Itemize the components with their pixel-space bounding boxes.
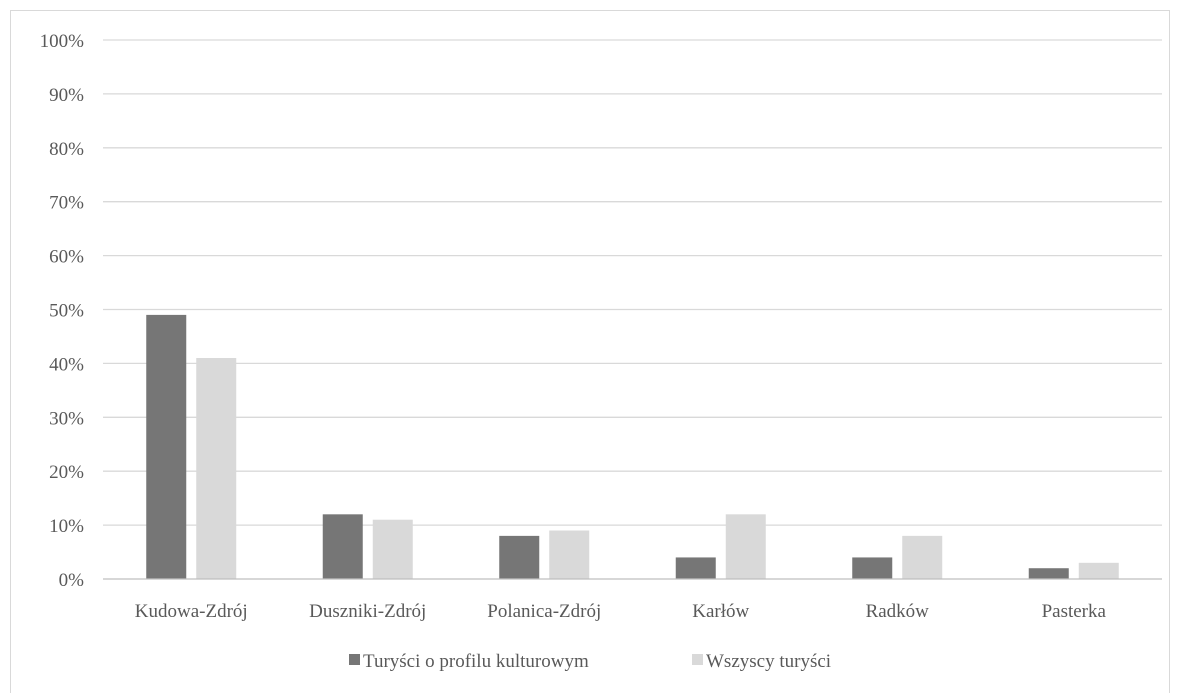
y-tick-label: 90% (49, 85, 84, 106)
legend: Turyści o profilu kulturowym Wszyscy tury… (349, 651, 831, 672)
x-axis-category-labels: Kudowa-Zdrój Duszniki-Zdrój Polanica-Zdrój… (135, 601, 1107, 622)
bar-cultural-tourists (675, 557, 716, 579)
y-axis-tick-labels: 0% 10% 20% 30% 40% 50% 60% 70% 80% 90% 100% (40, 31, 85, 591)
bar-all-tourists (1078, 562, 1119, 579)
gridlines (103, 39, 1162, 526)
bar-cultural-tourists (852, 557, 893, 579)
x-category-label: Pasterka (1042, 601, 1107, 622)
bars (146, 314, 1119, 579)
y-tick-label: 70% (49, 193, 84, 214)
x-category-label: Radków (866, 601, 930, 622)
x-category-label: Karłów (692, 601, 749, 622)
x-category-label: Kudowa-Zdrój (135, 601, 248, 622)
bar-all-tourists (902, 535, 943, 579)
legend-swatch (692, 654, 703, 665)
y-tick-label: 50% (49, 301, 84, 322)
bar-all-tourists (372, 519, 413, 579)
bar-cultural-tourists (1028, 568, 1069, 579)
bar-cultural-tourists (322, 514, 363, 579)
y-tick-label: 100% (40, 31, 85, 52)
bar-all-tourists (196, 358, 237, 579)
legend-label: Wszyscy turyści (706, 651, 831, 672)
y-tick-label: 20% (49, 462, 84, 483)
bar-cultural-tourists (499, 535, 540, 579)
y-tick-label: 80% (49, 139, 84, 160)
bar-cultural-tourists (146, 314, 187, 579)
y-tick-label: 0% (59, 570, 85, 591)
y-tick-label: 30% (49, 408, 84, 429)
legend-label: Turyści o profilu kulturowym (363, 651, 589, 672)
bar-all-tourists (725, 514, 766, 579)
legend-swatch (349, 654, 360, 665)
y-tick-label: 60% (49, 247, 84, 268)
bar-all-tourists (549, 530, 590, 579)
y-tick-label: 40% (49, 354, 84, 375)
x-category-label: Polanica-Zdrój (487, 601, 601, 622)
y-tick-label: 10% (49, 516, 84, 537)
x-category-label: Duszniki-Zdrój (309, 601, 426, 622)
